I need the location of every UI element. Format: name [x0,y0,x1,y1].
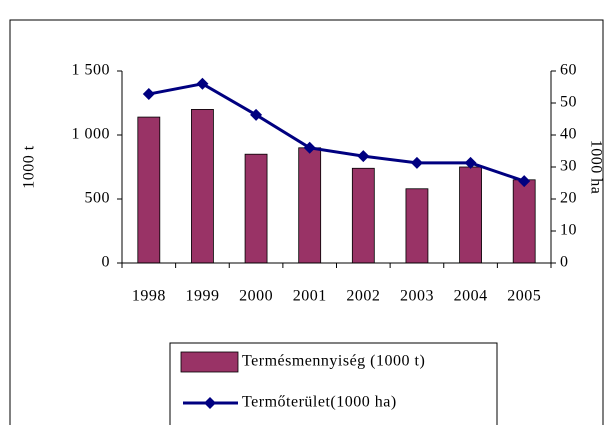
x-tick-label: 1998 [132,288,166,305]
y-tick-label: 0 [102,254,111,271]
legend-swatch [180,351,239,373]
marker [518,175,531,188]
line [148,82,525,183]
bar [137,116,161,264]
legend-label: Termőterület(1000 ha) [242,394,397,411]
marker [142,88,155,101]
marker [196,77,209,90]
y-tick-label: 1 000 [72,126,111,143]
marker [464,156,477,169]
marker [303,141,316,154]
x-tick-label: 1999 [185,288,219,305]
x-tick-label: 2001 [293,288,327,305]
chart-frame [9,19,604,425]
bar [512,179,536,264]
y2-axis-label: 1000 ha [587,140,604,195]
y-tick-label: 1 500 [72,62,111,79]
bar [459,166,482,264]
y2-tick-label: 10 [560,222,577,239]
x-tick-label: 2000 [239,288,273,305]
y2-tick-label: 40 [560,126,577,143]
bar [191,109,214,264]
y2-tick-label: 50 [560,94,577,111]
x-tick-label: 2002 [346,288,380,305]
y-tick-label: 500 [85,190,111,207]
x-tick-label: 2003 [400,288,434,305]
y2-tick-label: 60 [560,62,577,79]
y2-tick-label: 0 [560,254,569,271]
x-tick-label: 2004 [454,288,488,305]
y2-tick-label: 20 [560,190,577,207]
bar [351,167,375,264]
marker [357,150,370,163]
bar [405,188,429,264]
bar [244,153,268,264]
y-axis-label: 1000 t [21,145,38,189]
legend-marker [204,397,216,409]
y2-tick-label: 30 [560,158,577,175]
marker [250,108,263,121]
bar [298,147,322,264]
x-tick-label: 2005 [507,288,541,305]
marker [410,156,423,169]
legend-label: Termésmennyiség (1000 t) [242,353,425,370]
